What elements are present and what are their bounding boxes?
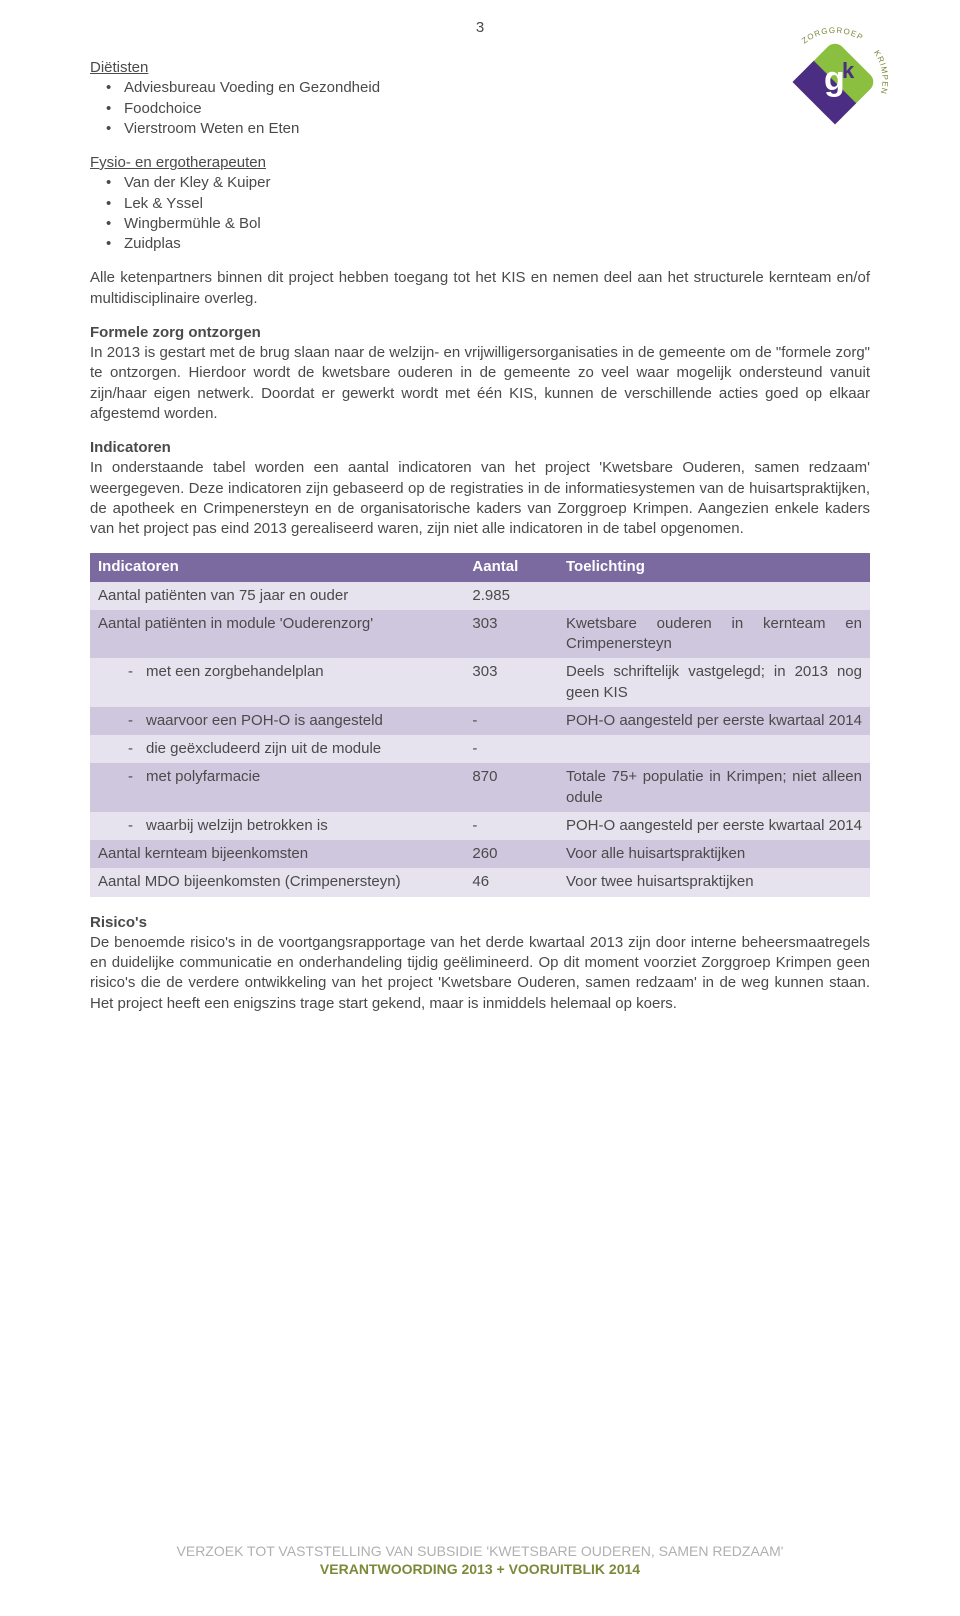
list-item: Foodchoice xyxy=(124,99,870,119)
cell-indicator: -met polyfarmacie xyxy=(90,763,464,812)
cell-indicator: Aantal patiënten van 75 jaar en ouder xyxy=(90,582,464,610)
logo-top-text: ZORGGROEP xyxy=(800,26,865,46)
list-item: Van der Kley & Kuiper xyxy=(124,173,870,193)
table-row: Aantal patiënten van 75 jaar en ouder2.9… xyxy=(90,582,870,610)
cell-aantal: 303 xyxy=(464,610,558,659)
cell-aantal: - xyxy=(464,707,558,735)
dietisten-list: Adviesbureau Voeding en Gezondheid Foodc… xyxy=(90,78,870,139)
indicatoren-heading: Indicatoren xyxy=(90,439,171,456)
indicatoren-paragraph: Indicatoren In onderstaande tabel worden… xyxy=(90,438,870,539)
table-row: -waarbij welzijn betrokken is-POH-O aang… xyxy=(90,812,870,840)
section-dietisten: Diëtisten Adviesbureau Voeding en Gezond… xyxy=(90,58,870,139)
risicos-paragraph: Risico's De benoemde risico's in de voor… xyxy=(90,913,870,1014)
cell-indicator: -die geëxcludeerd zijn uit de module xyxy=(90,735,464,763)
cell-aantal: 46 xyxy=(464,868,558,896)
page-footer: VERZOEK TOT VASTSTELLING VAN SUBSIDIE 'K… xyxy=(0,1542,960,1578)
table-row: -met een zorgbehandelplan303Deels schrif… xyxy=(90,658,870,707)
list-item: Zuidplas xyxy=(124,234,870,254)
indicatoren-body: In onderstaande tabel worden een aantal … xyxy=(90,459,870,537)
table-row: Aantal kernteam bijeenkomsten260Voor all… xyxy=(90,840,870,868)
cell-aantal: - xyxy=(464,735,558,763)
list-item: Vierstroom Weten en Eten xyxy=(124,119,870,139)
cell-indicator: -met een zorgbehandelplan xyxy=(90,658,464,707)
cell-toelichting: POH-O aangesteld per eerste kwartaal 201… xyxy=(558,812,870,840)
cell-aantal: 260 xyxy=(464,840,558,868)
table-row: Aantal patiënten in module 'Ouderenzorg'… xyxy=(90,610,870,659)
indicator-table: Indicatoren Aantal Toelichting Aantal pa… xyxy=(90,553,870,896)
list-item: Wingbermühle & Bol xyxy=(124,214,870,234)
formele-paragraph: Formele zorg ontzorgen In 2013 is gestar… xyxy=(90,323,870,424)
cell-aantal: 303 xyxy=(464,658,558,707)
cell-indicator: Aantal kernteam bijeenkomsten xyxy=(90,840,464,868)
cell-toelichting xyxy=(558,735,870,763)
svg-text:ZORGGROEP: ZORGGROEP xyxy=(800,26,865,46)
cell-toelichting: Kwetsbare ouderen in kernteam en Crimpen… xyxy=(558,610,870,659)
table-row: -waarvoor een POH-O is aangesteld-POH-O … xyxy=(90,707,870,735)
footer-line-2: VERANTWOORDING 2013 + VOORUITBLIK 2014 xyxy=(0,1560,960,1578)
cell-indicator: Aantal MDO bijeenkomsten (Crimpenersteyn… xyxy=(90,868,464,896)
footer-line-1: VERZOEK TOT VASTSTELLING VAN SUBSIDIE 'K… xyxy=(0,1542,960,1560)
risicos-heading: Risico's xyxy=(90,914,147,931)
cell-toelichting: Totale 75+ populatie in Krimpen; niet al… xyxy=(558,763,870,812)
cell-toelichting: Voor alle huisartspraktijken xyxy=(558,840,870,868)
section-fysio: Fysio- en ergotherapeuten Van der Kley &… xyxy=(90,153,870,254)
list-item: Lek & Yssel xyxy=(124,194,870,214)
cell-toelichting: Voor twee huisartspraktijken xyxy=(558,868,870,896)
cell-aantal: - xyxy=(464,812,558,840)
ketenpartners-paragraph: Alle ketenpartners binnen dit project he… xyxy=(90,268,870,309)
table-row: -die geëxcludeerd zijn uit de module- xyxy=(90,735,870,763)
dietisten-heading: Diëtisten xyxy=(90,58,870,78)
cell-toelichting: POH-O aangesteld per eerste kwartaal 201… xyxy=(558,707,870,735)
formele-heading: Formele zorg ontzorgen xyxy=(90,324,261,341)
cell-toelichting xyxy=(558,582,870,610)
th-indicatoren: Indicatoren xyxy=(90,553,464,581)
cell-toelichting: Deels schriftelijk vastgelegd; in 2013 n… xyxy=(558,658,870,707)
th-toelichting: Toelichting xyxy=(558,553,870,581)
table-row: Aantal MDO bijeenkomsten (Crimpenersteyn… xyxy=(90,868,870,896)
list-item: Adviesbureau Voeding en Gezondheid xyxy=(124,78,870,98)
svg-text:KRIMPEN: KRIMPEN xyxy=(872,49,890,96)
cell-aantal: 870 xyxy=(464,763,558,812)
logo-right-text: KRIMPEN xyxy=(872,49,890,96)
cell-aantal: 2.985 xyxy=(464,582,558,610)
risicos-body: De benoemde risico's in de voortgangsrap… xyxy=(90,934,870,1012)
fysio-list: Van der Kley & Kuiper Lek & Yssel Wingbe… xyxy=(90,173,870,254)
fysio-heading: Fysio- en ergotherapeuten xyxy=(90,153,870,173)
formele-body: In 2013 is gestart met de brug slaan naa… xyxy=(90,344,870,422)
cell-indicator: -waarbij welzijn betrokken is xyxy=(90,812,464,840)
cell-indicator: -waarvoor een POH-O is aangesteld xyxy=(90,707,464,735)
table-header-row: Indicatoren Aantal Toelichting xyxy=(90,553,870,581)
th-aantal: Aantal xyxy=(464,553,558,581)
cell-indicator: Aantal patiënten in module 'Ouderenzorg' xyxy=(90,610,464,659)
table-row: -met polyfarmacie870Totale 75+ populatie… xyxy=(90,763,870,812)
page-number: 3 xyxy=(476,18,484,38)
